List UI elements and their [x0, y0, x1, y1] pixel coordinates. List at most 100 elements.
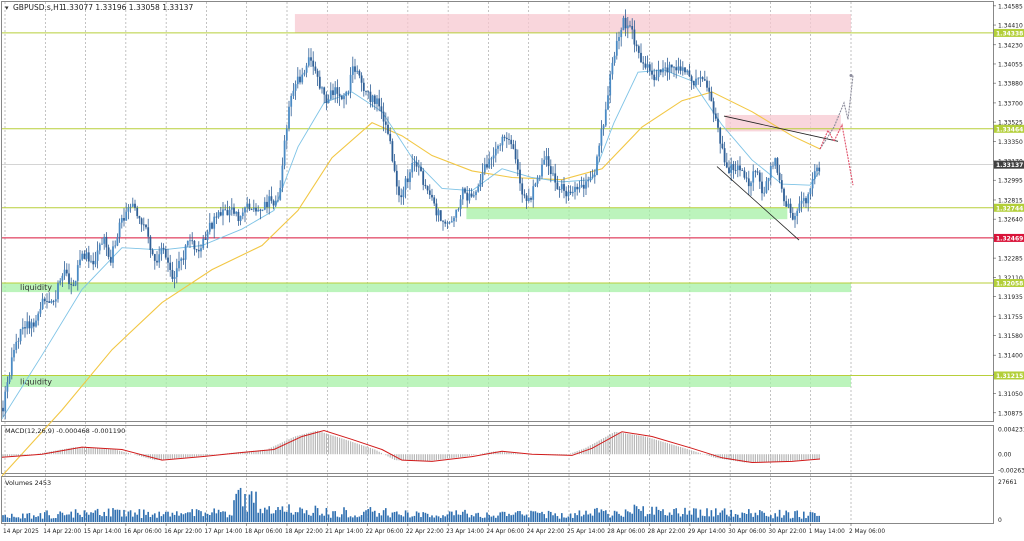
candle-body: [769, 165, 772, 178]
candle-body: [266, 201, 268, 208]
supply-zone-right: [725, 114, 841, 132]
volume-bar: [336, 516, 339, 522]
volume-bar: [290, 512, 292, 522]
candle-body: [439, 210, 442, 221]
demand-zone-mid: [466, 207, 788, 220]
candle-body: [444, 221, 447, 224]
volume-bar: [723, 508, 726, 522]
drawings[interactable]: [716, 73, 854, 241]
volume-bar: [567, 516, 570, 522]
volume-bar: [118, 509, 121, 522]
volume-bar: [356, 517, 358, 522]
candle-body: [35, 320, 37, 327]
candle-body: [21, 327, 24, 330]
time-axis[interactable]: 14 Apr 2025 14 Apr 22:00 15 Apr 14:00 16 Ap…: [3, 523, 885, 535]
volume-bar: [754, 512, 757, 522]
volume-bar: [59, 511, 61, 522]
candle-body: [613, 55, 616, 63]
level-1-32058-tag[interactable]: [994, 279, 1024, 288]
support-1-32469-tag[interactable]: [994, 233, 1024, 242]
volume-bar: [734, 514, 737, 522]
candle-body: [213, 216, 216, 229]
volume-bar: [158, 511, 160, 522]
volume-bar: [143, 509, 145, 522]
candle-body: [486, 164, 488, 168]
candle-body: [310, 57, 312, 61]
volume-bar: [811, 512, 814, 522]
volume-bar: [420, 517, 422, 522]
candles: [2, 9, 821, 420]
candle-body: [131, 203, 134, 207]
volume-bar: [503, 511, 506, 522]
candle-body: [107, 247, 110, 257]
price-tick-label: 1.31935: [998, 294, 1023, 301]
volume-bar: [690, 514, 693, 522]
wedge-upper-line[interactable]: [723, 115, 839, 142]
time-tick-label: 15 Apr 14:00: [84, 529, 122, 535]
candle-body: [239, 216, 242, 222]
level-1-31215-tag[interactable]: [994, 371, 1024, 380]
volume-bar: [651, 506, 653, 522]
candle-body: [536, 177, 539, 184]
candle-body: [305, 65, 308, 73]
time-tick-label: 30 Apr 22:00: [768, 529, 806, 535]
candle-body: [367, 91, 370, 93]
current-price-tag[interactable]: [994, 160, 1024, 169]
candle-body: [362, 82, 365, 91]
volume-bar: [385, 508, 387, 522]
volume-bar: [292, 514, 295, 522]
volume-bar: [594, 508, 596, 522]
volume-bar: [63, 515, 66, 522]
projection-anchor[interactable]: [849, 73, 853, 77]
volume-bar: [732, 516, 735, 522]
candle-body: [76, 265, 79, 281]
candle-body: [24, 327, 26, 329]
candle-body: [514, 148, 517, 160]
candle-body: [43, 298, 46, 302]
candle-body: [668, 64, 671, 73]
candle-body: [516, 159, 519, 170]
level-1-32744-tag[interactable]: [994, 203, 1024, 212]
volume-bar: [587, 514, 589, 522]
symbol-dropdown-icon[interactable]: ▾: [5, 4, 9, 12]
volume-bar: [132, 516, 134, 522]
candle-body: [736, 165, 739, 171]
volume-bar: [431, 515, 433, 522]
volume-bar: [717, 515, 719, 522]
wedge-lower-line[interactable]: [716, 166, 800, 241]
price-tick-label: 1.32995: [998, 178, 1023, 185]
candle-body: [4, 391, 7, 412]
candle-body: [15, 341, 18, 350]
candle-body: [481, 172, 484, 181]
level-1-34338-tag[interactable]: [994, 28, 1024, 37]
volume-bar: [457, 514, 460, 522]
candle-body: [571, 191, 574, 194]
liquidity-zone-lower: [2, 375, 851, 387]
candle-body: [461, 188, 464, 200]
candle-body: [598, 145, 601, 157]
candle-body: [475, 191, 477, 196]
price-axis[interactable]: 1.34585 1.34410 1.34230 1.34055 1.33880 1.337…: [993, 3, 1024, 417]
candle-body: [631, 26, 634, 30]
candle-body: [307, 57, 310, 66]
macd-tick-label: 0.00: [998, 452, 1012, 459]
volume-bar: [814, 513, 816, 522]
volume-bar: [257, 512, 259, 522]
volume-bar: [684, 507, 686, 522]
candle-body: [450, 221, 453, 223]
candle-body: [756, 171, 759, 173]
candle-body: [279, 187, 282, 200]
candle-body: [431, 194, 433, 198]
volume-bar: [242, 506, 244, 522]
candle-body: [50, 300, 53, 303]
volume-bar: [404, 510, 407, 522]
volume-bar: [347, 517, 350, 522]
volume-bar: [543, 514, 545, 522]
volume-bar: [308, 514, 310, 522]
candle-body: [591, 176, 594, 178]
candle-body: [747, 178, 750, 187]
candle-body: [750, 182, 752, 187]
level-1-33464-tag[interactable]: [994, 124, 1024, 133]
